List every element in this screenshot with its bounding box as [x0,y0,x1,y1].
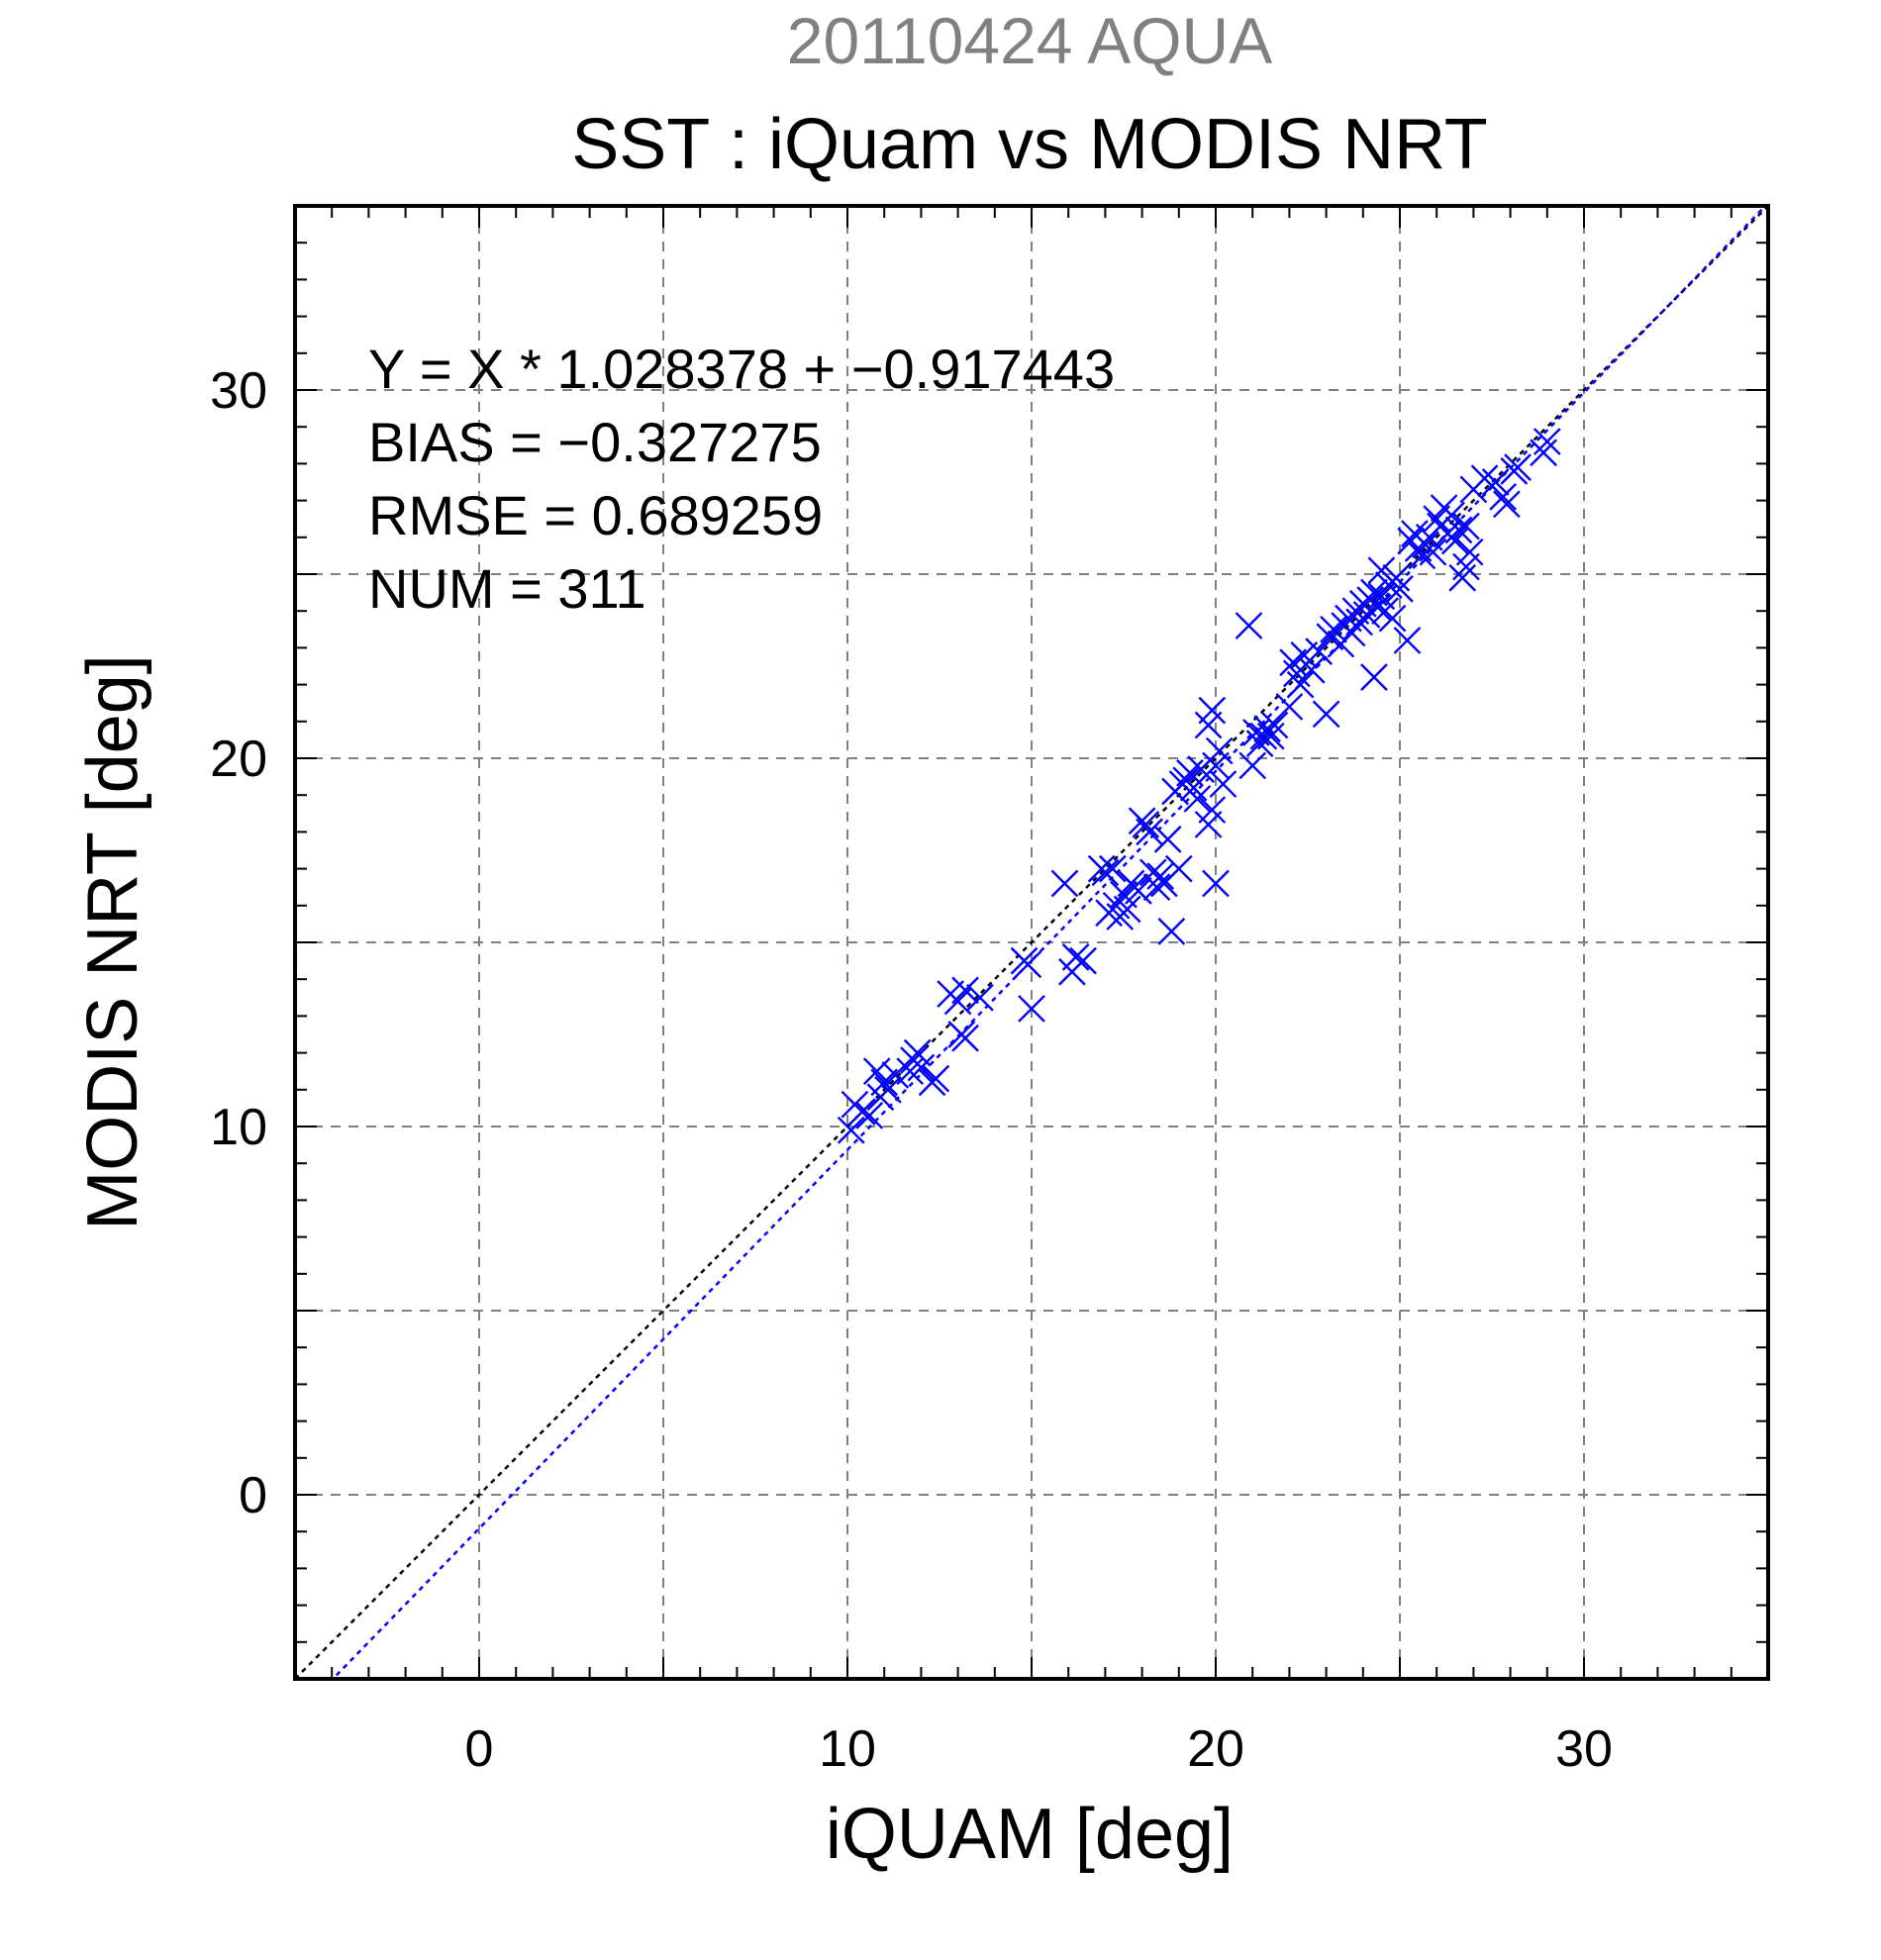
data-point-marker [1286,670,1315,699]
data-point-marker [1136,818,1163,846]
data-point-marker [1382,563,1411,592]
data-point-marker [1018,995,1045,1023]
y-tick-label: 30 [210,362,267,420]
data-point-marker [1260,711,1289,739]
stats-annotation: Y = X * 1.028378 + −0.917443 BIAS = −0.3… [368,338,1115,620]
y-tick-label: 20 [210,731,267,788]
data-point-marker [1504,453,1532,481]
data-point-marker [1205,736,1234,765]
data-point-marker [1153,825,1182,853]
data-point-marker [837,1116,865,1144]
data-point-marker [1444,516,1473,544]
data-point-marker [1533,428,1561,455]
data-point-marker [951,976,979,1005]
data-point-marker [1091,858,1120,887]
data-point-marker [1069,946,1097,975]
data-point-marker [1235,612,1263,639]
data-point-marker [1378,604,1407,633]
x-axis-label: iQUAM [deg] [826,1795,1234,1874]
data-point-marker [907,1053,936,1082]
data-point-marker [1198,796,1227,824]
data-point-marker [1164,854,1193,883]
data-point-marker [1202,869,1230,898]
data-point-marker [1146,862,1175,890]
data-point-marker [1530,439,1557,467]
data-point-marker [1157,917,1186,945]
rmse-value: RMSE = 0.689259 [368,484,823,546]
data-point-marker [1125,877,1152,905]
data-point-marker [1253,715,1281,743]
data-point-marker [1183,785,1212,813]
data-point-marker [1098,854,1127,883]
data-point-marker [1209,770,1238,798]
data-point-marker [1419,538,1447,566]
y-tick-label: 0 [239,1467,267,1524]
data-point-marker [1363,593,1392,622]
y-axis-label: MODIS NRT [deg] [73,654,152,1230]
data-point-marker [848,1098,876,1126]
x-tick-label: 10 [819,1720,876,1778]
data-point-marker [1493,490,1521,519]
regression-equation: Y = X * 1.028378 + −0.917443 [368,338,1115,400]
data-point-marker [1455,538,1484,566]
data-point-marker [966,983,994,1012]
data-point-marker [1132,811,1160,838]
data-point-marker [1320,615,1347,643]
data-point-marker [1408,541,1436,570]
data-point-marker [1452,512,1480,540]
x-axis-tick-labels: 0 10 20 30 [465,1720,1613,1778]
chart-title: SST : iQuam vs MODIS NRT [571,105,1488,184]
y-axis-tick-labels: 0 10 20 30 [210,362,267,1524]
data-point-marker [1275,693,1304,721]
data-point-marker [1386,575,1414,603]
data-point-marker [1113,895,1141,924]
data-point-marker [1179,773,1208,802]
data-point-marker [855,1101,884,1129]
data-point-marker [1437,501,1465,530]
data-point-marker [896,1057,925,1086]
data-point-marker [922,1064,950,1093]
reference-lines [295,206,1768,1679]
data-point-marker [1061,943,1090,971]
plot-frame [293,204,1770,1681]
data-point-marker [1312,700,1340,729]
y-tick-label: 10 [210,1099,267,1156]
x-tick-label: 0 [465,1720,494,1778]
data-points [837,428,1561,1144]
x-tick-label: 20 [1187,1720,1244,1778]
data-point-marker [1198,696,1227,725]
x-tick-label: 30 [1555,1720,1613,1778]
chart-subtitle: 20110424 AQUA [787,4,1273,77]
data-point-marker [1393,627,1422,654]
data-point-marker [1050,869,1079,898]
num-value: NUM = 311 [368,557,646,620]
data-point-marker [1256,722,1285,750]
data-point-marker [1360,663,1388,692]
data-point-marker [1481,468,1510,496]
identity-line [295,206,1768,1679]
data-point-marker [1142,873,1171,902]
data-point-marker [1297,655,1326,684]
data-point-marker [1305,637,1334,665]
data-point-marker [1238,751,1267,780]
data-point-marker [1448,563,1477,592]
data-point-marker [874,1075,902,1104]
data-point-marker [1440,527,1469,555]
data-point-marker [951,1024,979,1052]
data-point-marker [1014,950,1042,979]
bias-value: BIAS = −0.327275 [368,411,822,473]
data-point-marker [1489,483,1518,511]
